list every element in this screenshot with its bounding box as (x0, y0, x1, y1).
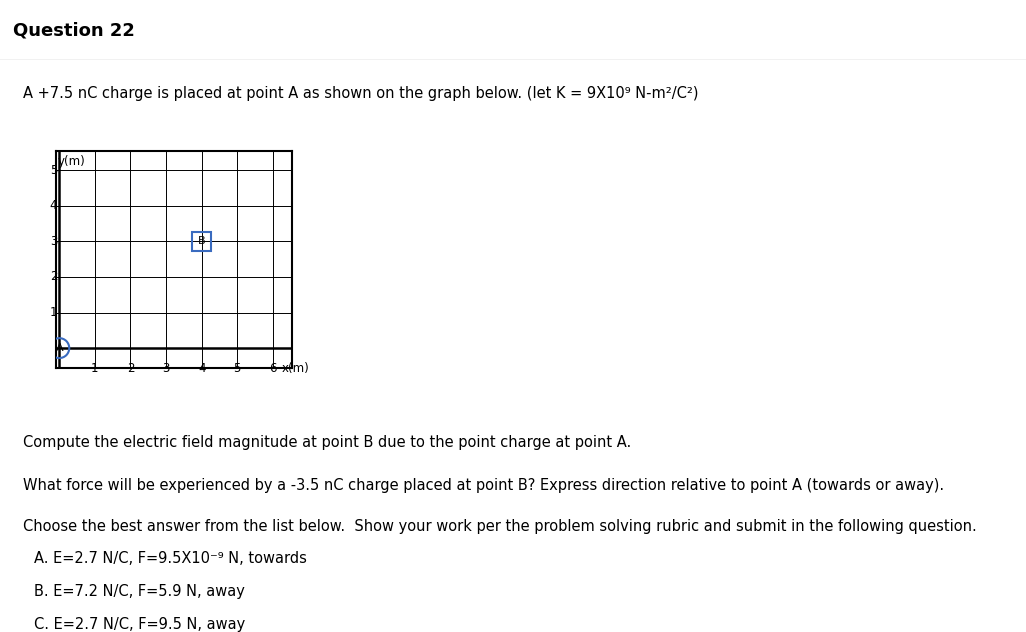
Text: 2: 2 (127, 362, 134, 375)
Text: 1: 1 (49, 306, 57, 319)
Text: 1: 1 (91, 362, 98, 375)
Text: 5: 5 (50, 164, 57, 176)
Text: A. E=2.7 N/C, F=9.5X10⁻⁹ N, towards: A. E=2.7 N/C, F=9.5X10⁻⁹ N, towards (34, 550, 307, 566)
Text: What force will be experienced by a -3.5 nC charge placed at point B? Express di: What force will be experienced by a -3.5… (23, 478, 944, 492)
Text: Compute the electric field magnitude at point B due to the point charge at point: Compute the electric field magnitude at … (23, 435, 631, 450)
Text: x(m): x(m) (282, 362, 310, 375)
Text: 3: 3 (162, 362, 169, 375)
Text: 5: 5 (234, 362, 241, 375)
Text: A: A (55, 343, 63, 353)
Text: Question 22: Question 22 (13, 21, 135, 39)
Text: B. E=7.2 N/C, F=5.9 N, away: B. E=7.2 N/C, F=5.9 N, away (34, 584, 245, 599)
Text: 2: 2 (49, 270, 57, 283)
Text: 4: 4 (49, 199, 57, 212)
Text: C. E=2.7 N/C, F=9.5 N, away: C. E=2.7 N/C, F=9.5 N, away (34, 617, 245, 632)
Text: A +7.5 nC charge is placed at point A as shown on the graph below. (let K = 9X10: A +7.5 nC charge is placed at point A as… (23, 86, 698, 100)
Text: 3: 3 (50, 235, 57, 248)
Text: 4: 4 (198, 362, 205, 375)
Text: 6: 6 (269, 362, 277, 375)
Text: y(m): y(m) (57, 155, 85, 168)
Text: B: B (198, 236, 205, 246)
Text: Choose the best answer from the list below.  Show your work per the problem solv: Choose the best answer from the list bel… (23, 520, 977, 534)
